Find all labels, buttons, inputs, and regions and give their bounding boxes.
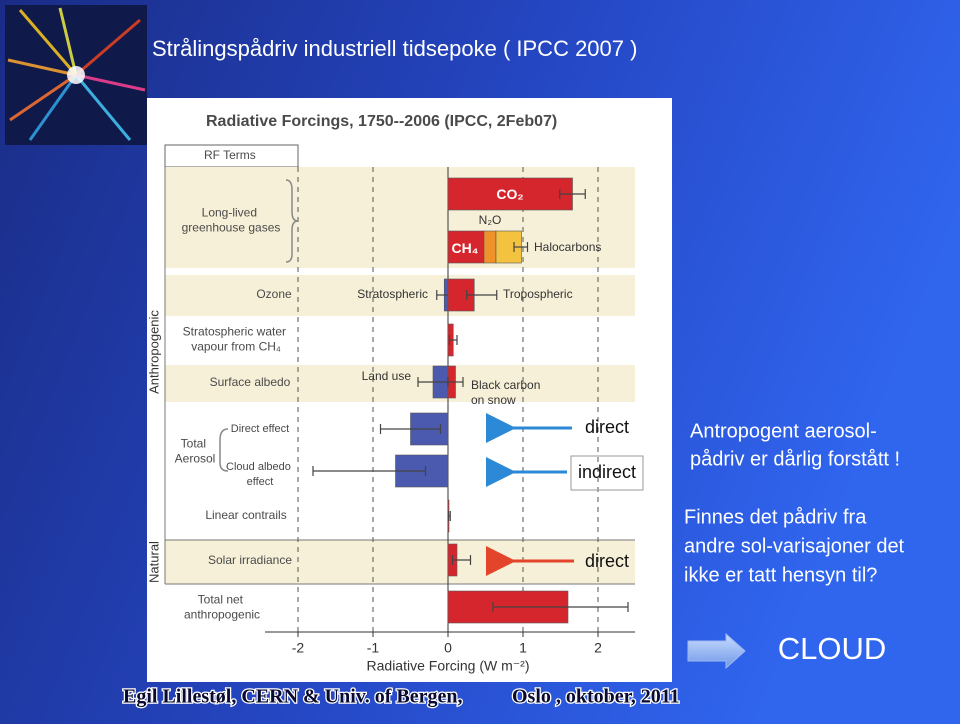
annotation-line: ikke er tatt hensyn til? [684, 564, 877, 586]
x-tick-label: 1 [519, 640, 527, 656]
callout-label: direct [585, 417, 629, 437]
row-band [165, 365, 635, 402]
annotation-line: Finnes det pådriv fra [684, 506, 867, 528]
brace [219, 428, 229, 472]
slide-title: Strålingspådriv industriell tidsepoke ( … [152, 36, 637, 61]
row-band [165, 275, 635, 316]
term-label: Long-lived greenhouse gases [182, 206, 281, 235]
term-label: Solar irradiance [208, 553, 292, 567]
brace [285, 179, 299, 263]
bar [483, 230, 497, 264]
segment-label: CH₄ [452, 240, 479, 256]
x-tick-label: 2 [594, 640, 602, 656]
segment-label: Land use [362, 369, 412, 383]
callout-label: direct [585, 551, 629, 571]
annotation-line: pådriv er dårlig forstått ! [690, 448, 900, 470]
x-axis-title: Radiative Forcing (W m⁻²) [367, 658, 530, 674]
bar [447, 177, 573, 211]
segment-label: N₂O [479, 213, 502, 227]
term-label: Total net anthropogenic [184, 593, 260, 622]
segment-label: Halocarbons [534, 240, 601, 254]
arrow-shape [687, 632, 746, 670]
segment-label: Tropospheric [503, 287, 573, 301]
term-label: Surface albedo [210, 375, 291, 389]
chart: Radiative Forcings, 1750--2006 (IPCC, 2F… [146, 113, 635, 674]
term-label: Ozone [256, 287, 292, 301]
cloud-label: CLOUD [778, 631, 887, 666]
term-label: Total Aerosol [175, 437, 216, 466]
row-label: Cloud albedo effect [226, 461, 294, 488]
callouts: direct indirect direct [486, 413, 644, 576]
logo-image [5, 5, 147, 145]
term-label: Stratospheric water vapour from CH₄ [183, 325, 290, 354]
segment-label: Stratospheric [357, 287, 428, 301]
chart-title: Radiative Forcings, 1750--2006 (IPCC, 2F… [206, 113, 557, 130]
x-tick-label: 0 [444, 640, 452, 656]
row-label: Direct effect [231, 423, 290, 435]
term-label: Linear contrails [205, 508, 286, 522]
segment-label: CO₂ [496, 186, 523, 202]
bar [447, 230, 485, 264]
annotation-line: andre sol-varisajoner det [684, 535, 905, 557]
footer-author: Egil Lillestøl, CERN & Univ. of Bergen, [123, 686, 462, 708]
x-tick-label: -1 [367, 640, 380, 656]
annotation-line: Antropogent aerosol- [690, 420, 877, 442]
callout-box [570, 455, 644, 491]
group-label: Natural [146, 541, 161, 583]
callout-label: indirect [578, 462, 636, 482]
segment-label: Black carbon on snow [471, 378, 544, 407]
header: RF Terms [204, 148, 256, 162]
footer-date: Oslo , oktober, 2011 [512, 686, 680, 708]
group-label: Anthropogenic [146, 310, 161, 394]
x-tick-label: -2 [292, 640, 305, 656]
